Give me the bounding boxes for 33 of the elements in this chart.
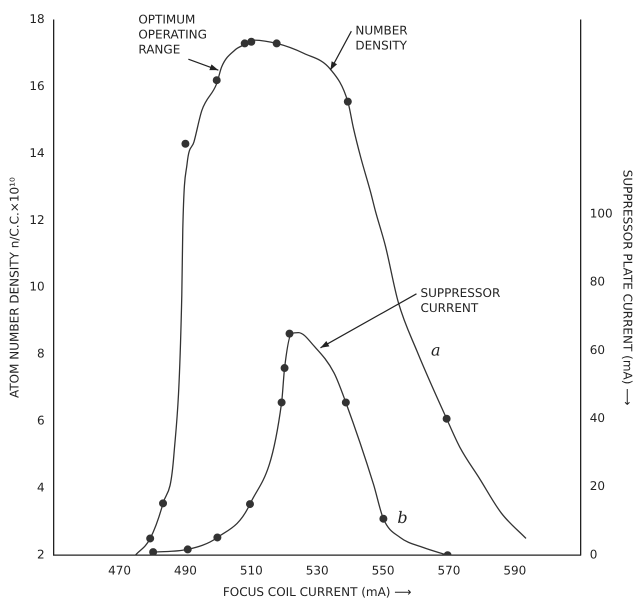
y2-tick-label: 100: [590, 206, 613, 220]
y-tick-label: 18: [29, 12, 45, 26]
y-tick-label: 16: [29, 79, 45, 94]
x-tick-label: 550: [372, 564, 395, 578]
x-tick-label: 490: [174, 564, 197, 578]
y-tick-label: 12: [29, 212, 45, 227]
line-series: [134, 39, 527, 556]
x-axis-title: FOCUS COIL CURRENT (mA) ⟶: [222, 584, 412, 599]
y2-axis-title: SUPPRESSOR PLATE CURRENT (mA) ⟶: [620, 170, 635, 406]
y-tick-label: 2: [37, 547, 45, 562]
x-tick-label: 530: [306, 564, 329, 578]
x-tick-label: 570: [437, 564, 460, 578]
series-label: b: [397, 508, 408, 527]
series-label: a: [430, 340, 441, 360]
x-tick-label: 590: [503, 564, 526, 578]
annotation: OPTIMUM OPERATING RANGE: [138, 12, 207, 56]
y2-tick-label: 0: [590, 547, 598, 562]
point: [149, 548, 158, 556]
y-tick-label: 14: [29, 146, 45, 160]
y-tick-label: 4: [37, 480, 45, 494]
x-tick-label: 510: [240, 564, 263, 578]
y2-tick-label: 20: [590, 479, 605, 494]
annotation: SUPPRESSOR CURRENT: [420, 286, 500, 315]
y2-tick-label: 40: [590, 410, 605, 425]
y-tick-label: 10: [29, 280, 45, 294]
y-axis-title: ATOM NUMBER DENSITY n/C.C.×10¹⁰: [7, 177, 22, 398]
x-tick-label: 470: [108, 564, 131, 578]
annotation: NUMBER DENSITY: [355, 23, 408, 52]
y2-tick-label: 80: [590, 274, 605, 289]
point: [181, 140, 190, 148]
y-tick-label: 8: [37, 346, 45, 361]
y2-tick-label: 60: [590, 342, 605, 357]
y-tick-label: 6: [37, 414, 45, 428]
